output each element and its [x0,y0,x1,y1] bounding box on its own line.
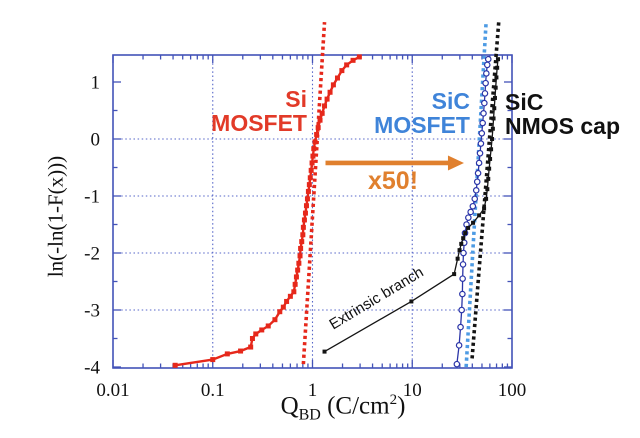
y-tick-label: -4 [84,358,100,379]
sic-mosfet-label: SiC MOSFET [374,89,470,137]
si-mosfet-label: Si MOSFET [211,87,307,135]
series-sic-mosfet [453,55,492,368]
x-tick-labels: 0.01 0.1 1 10 100 [96,380,526,401]
y-axis-title-text: ln(-ln(1-F(x))) [43,155,68,278]
si-mosfet-label-line2: MOSFET [211,110,307,136]
series-sic-nmos-cap [322,57,501,354]
x-tick-label: 0.1 [201,380,225,401]
plot-border [112,54,513,369]
x-axis-unit-exponent: 2 [389,392,398,408]
sic-mosfet-label-line2: MOSFET [374,112,470,138]
sic-mosfet-label-line1: SiC [431,88,470,114]
y-tick-label: 1 [91,73,101,94]
y-tick-label: -1 [84,187,100,208]
x50-annotation-text: x50! [368,167,419,195]
x-tick-label: 100 [498,380,527,401]
y-tick-labels: 1 0 -1 -2 -3 -4 [84,73,100,379]
x-axis-subscript: BD [298,406,321,424]
series-si-mosfet-weibull-fit [301,22,327,365]
y-tick-label: -2 [84,244,100,265]
scale-arrow [325,155,464,171]
sic-nmos-cap-label: SiC NMOS cap [505,90,620,138]
y-tick-label: -3 [84,301,100,322]
sic-nmos-cap-label-line1: SiC [505,89,544,115]
x50-annotation: x50! [368,167,419,195]
x-axis-title: QBD (C/cm2) [243,392,443,424]
x-tick-label: 10 [403,380,422,401]
sic-nmos-cap-label-line2: NMOS cap [505,113,621,139]
x-axis-unit-close: ) [397,392,406,420]
si-mosfet-label-line1: Si [285,86,307,112]
series-si-mosfet [172,54,362,368]
x-axis-unit: (C/cm [320,392,390,420]
x-axis-symbol: Q [280,392,299,420]
y-axis-title: ln(-ln(1-F(x))) [44,117,69,317]
x-tick-label: 0.01 [96,380,129,401]
y-tick-label: 0 [91,130,101,151]
x-tick-label: 1 [308,380,318,401]
